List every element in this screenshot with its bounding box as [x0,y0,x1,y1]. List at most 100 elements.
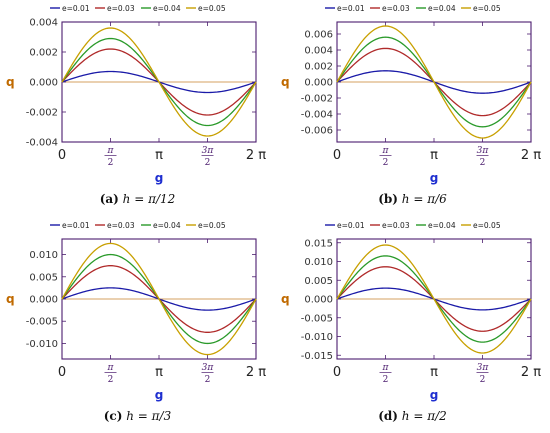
legend-label: e=0.05 [473,221,501,230]
y-tick-label: 0.005 [29,272,58,283]
y-tick-label: 0.015 [304,238,333,249]
series-line [336,25,532,139]
y-tick-label: 0.004 [304,46,333,57]
y-tick-label: 0.006 [304,30,333,41]
x-tick-label: 2 [108,158,114,168]
y-tick-label: -0.005 [26,317,58,328]
legend-label: e=0.05 [473,4,501,13]
x-tick-label: π [155,148,163,163]
y-tick-label: 0.000 [304,295,333,306]
series-line [61,242,257,356]
x-tick-label: 2 π [521,365,541,380]
y-tick-label: 0.000 [29,295,58,306]
panel-a: e=0.01 e=0.03 e=0.04 e=0.05 0.004 0.002 0.000 -… [0,0,275,216]
y-tick-label: -0.004 [26,138,58,149]
y-tick-label: 0.002 [304,62,333,73]
x-axis-label: g [155,388,164,402]
x-tick-label: 2 [383,158,389,168]
x-tick-label: 0 [333,148,341,163]
x-tick-label: 2 [108,375,114,385]
x-tick-label: 2 π [521,148,541,163]
x-tick-label: 2 [205,375,211,385]
y-tick-label: 0.002 [29,48,58,59]
y-tick-label: -0.005 [301,313,333,324]
x-tick-label: 2 [480,375,486,385]
y-axis-label: q [281,75,290,89]
x-tick-label: π [430,365,438,380]
caption-b-formula: h = π/6 [401,192,447,206]
y-tick-label: -0.002 [301,94,333,105]
caption-d-formula: h = π/2 [401,409,447,423]
legend-label: e=0.01 [62,221,90,230]
y-axis-label: q [6,75,15,89]
legend-label: e=0.04 [428,221,456,230]
y-tick-label: -0.010 [301,332,333,343]
caption-b-label: (b) [378,192,398,206]
series-line [61,27,257,137]
x-tick-label: 2 π [246,365,266,380]
x-tick-label: π [430,148,438,163]
legend-label: e=0.01 [62,4,90,13]
legend-label: e=0.05 [198,4,226,13]
caption-c-formula: h = π/3 [126,409,172,423]
caption-a-label: (a) [99,192,119,206]
caption-d-label: (d) [378,409,398,423]
chart-a: e=0.01 e=0.03 e=0.04 e=0.05 0.004 0.002 0.000 -… [6,4,266,185]
caption-b: (b) h = π/6 [275,192,550,206]
caption-a: (a) h = π/12 [0,192,275,206]
x-tick-label: 3π [202,146,215,156]
x-tick-label: π [107,146,115,156]
legend-label: e=0.05 [198,221,226,230]
y-tick-label: 0.010 [304,257,333,268]
x-axis-label: g [155,171,164,185]
series-line [336,244,532,354]
legend-label: e=0.03 [107,221,135,230]
x-axis-label: g [430,388,439,402]
caption-d: (d) h = π/2 [275,409,550,423]
caption-c-label: (c) [103,409,123,423]
x-tick-label: 0 [58,148,66,163]
x-tick-label: 3π [477,363,490,373]
legend-label: e=0.04 [153,221,181,230]
chart-d: e=0.01 e=0.03 e=0.04 e=0.05 0.015 0.010 0.005 0… [281,221,541,402]
y-tick-label: -0.002 [26,108,58,119]
panel-b: e=0.01 e=0.03 e=0.04 e=0.05 0.006 0.004 0.002 0… [275,0,550,216]
x-tick-label: 0 [58,365,66,380]
y-tick-label: 0.005 [304,276,333,287]
x-tick-label: 0 [333,365,341,380]
x-tick-label: π [382,363,390,373]
caption-c: (c) h = π/3 [0,409,275,423]
y-tick-label: -0.015 [301,351,333,362]
x-tick-label: 2 [480,158,486,168]
x-tick-label: π [382,146,390,156]
x-axis-label: g [430,171,439,185]
y-tick-label: 0.000 [304,78,333,89]
panel-d: e=0.01 e=0.03 e=0.04 e=0.05 0.015 0.010 0.005 0… [275,217,550,433]
legend-label: e=0.04 [153,4,181,13]
caption-a-formula: h = π/12 [122,192,176,206]
chart-c: e=0.01 e=0.03 e=0.04 e=0.05 0.010 0.005 0.000 -… [6,221,266,402]
y-axis-label: q [281,292,290,306]
x-tick-label: π [107,363,115,373]
legend-label: e=0.01 [337,221,365,230]
y-tick-label: 0.010 [29,250,58,261]
x-tick-label: π [155,365,163,380]
x-tick-label: 3π [477,146,490,156]
legend-label: e=0.04 [428,4,456,13]
x-tick-label: 2 [383,375,389,385]
x-tick-label: 3π [202,363,215,373]
x-tick-label: 2 [205,158,211,168]
y-tick-label: -0.010 [26,339,58,350]
y-tick-label: 0.004 [29,18,58,29]
x-tick-label: 2 π [246,148,266,163]
chart-b: e=0.01 e=0.03 e=0.04 e=0.05 0.006 0.004 0.002 0… [281,4,541,185]
y-tick-label: -0.004 [301,110,333,121]
legend-label: e=0.03 [382,4,410,13]
legend-label: e=0.03 [107,4,135,13]
y-axis-label: q [6,292,15,306]
legend-label: e=0.01 [337,4,365,13]
legend-label: e=0.03 [382,221,410,230]
y-tick-label: -0.006 [301,126,333,137]
panel-c: e=0.01 e=0.03 e=0.04 e=0.05 0.010 0.005 0.000 -… [0,217,275,433]
y-tick-label: 0.000 [29,78,58,89]
